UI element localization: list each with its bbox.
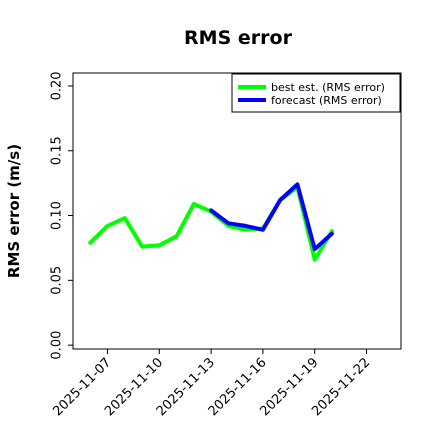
y-axis-label: RMS error (m/s) — [5, 144, 23, 278]
series-line-forecast — [209, 182, 334, 252]
y-tick-label: 0.10 — [50, 201, 65, 230]
y-axis: 0.00 0.05 0.10 0.15 0.20 — [50, 71, 73, 360]
plot-area-frame — [72, 72, 402, 350]
y-tick-label: 0.20 — [50, 71, 65, 100]
legend: best est. (RMS error)forecast (RMS error… — [231, 73, 401, 113]
y-tick-label: 0.00 — [50, 331, 65, 360]
y-tick-label: 0.05 — [50, 266, 65, 295]
series-line-best-estimate — [88, 185, 334, 262]
legend-label: forecast (RMS error) — [271, 94, 382, 107]
series-layer — [88, 182, 334, 262]
legend-label: best est. (RMS error) — [271, 81, 385, 94]
x-axis: 2025-11-072025-11-102025-11-132025-11-16… — [50, 349, 373, 419]
y-tick-label: 0.15 — [50, 136, 65, 165]
legend-box — [231, 73, 401, 113]
chart-title: RMS error — [184, 27, 293, 49]
